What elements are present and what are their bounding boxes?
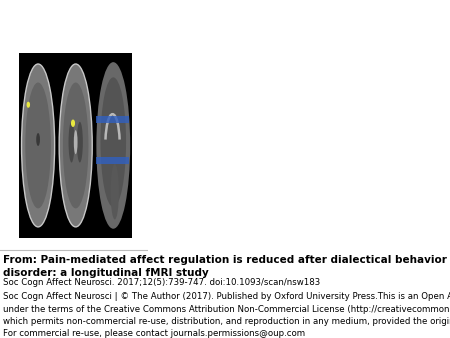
Bar [96,156,129,164]
Bar [19,53,132,238]
Text: From: Pain-mediated affect regulation is reduced after dialectical behavior ther: From: Pain-mediated affect regulation is… [3,255,450,265]
Text: Soc Cogn Affect Neurosci. 2017;12(5):739-747. doi:10.1093/scan/nsw183: Soc Cogn Affect Neurosci. 2017;12(5):739… [3,278,320,287]
Ellipse shape [74,130,77,154]
Ellipse shape [59,64,92,227]
Ellipse shape [96,62,130,229]
Circle shape [27,102,29,107]
Text: For commercial re-use, please contact journals.permissions@oup.com: For commercial re-use, please contact jo… [3,329,305,338]
Ellipse shape [100,77,126,207]
Ellipse shape [68,122,75,163]
Ellipse shape [111,164,119,219]
Text: which permits non-commercial re-use, distribution, and reproduction in any mediu: which permits non-commercial re-use, dis… [3,317,450,326]
Ellipse shape [77,122,83,163]
Circle shape [72,120,74,126]
Ellipse shape [25,82,51,209]
Ellipse shape [36,133,40,146]
Ellipse shape [22,64,54,227]
Text: Soc Cogn Affect Neurosci | © The Author (2017). Published by Oxford University P: Soc Cogn Affect Neurosci | © The Author … [3,292,450,300]
Text: under the terms of the Creative Commons Attribution Non-Commercial License (http: under the terms of the Creative Commons … [3,305,450,314]
Ellipse shape [63,82,89,209]
Bar [96,116,129,123]
Text: disorder: a longitudinal fMRI study: disorder: a longitudinal fMRI study [3,268,209,278]
